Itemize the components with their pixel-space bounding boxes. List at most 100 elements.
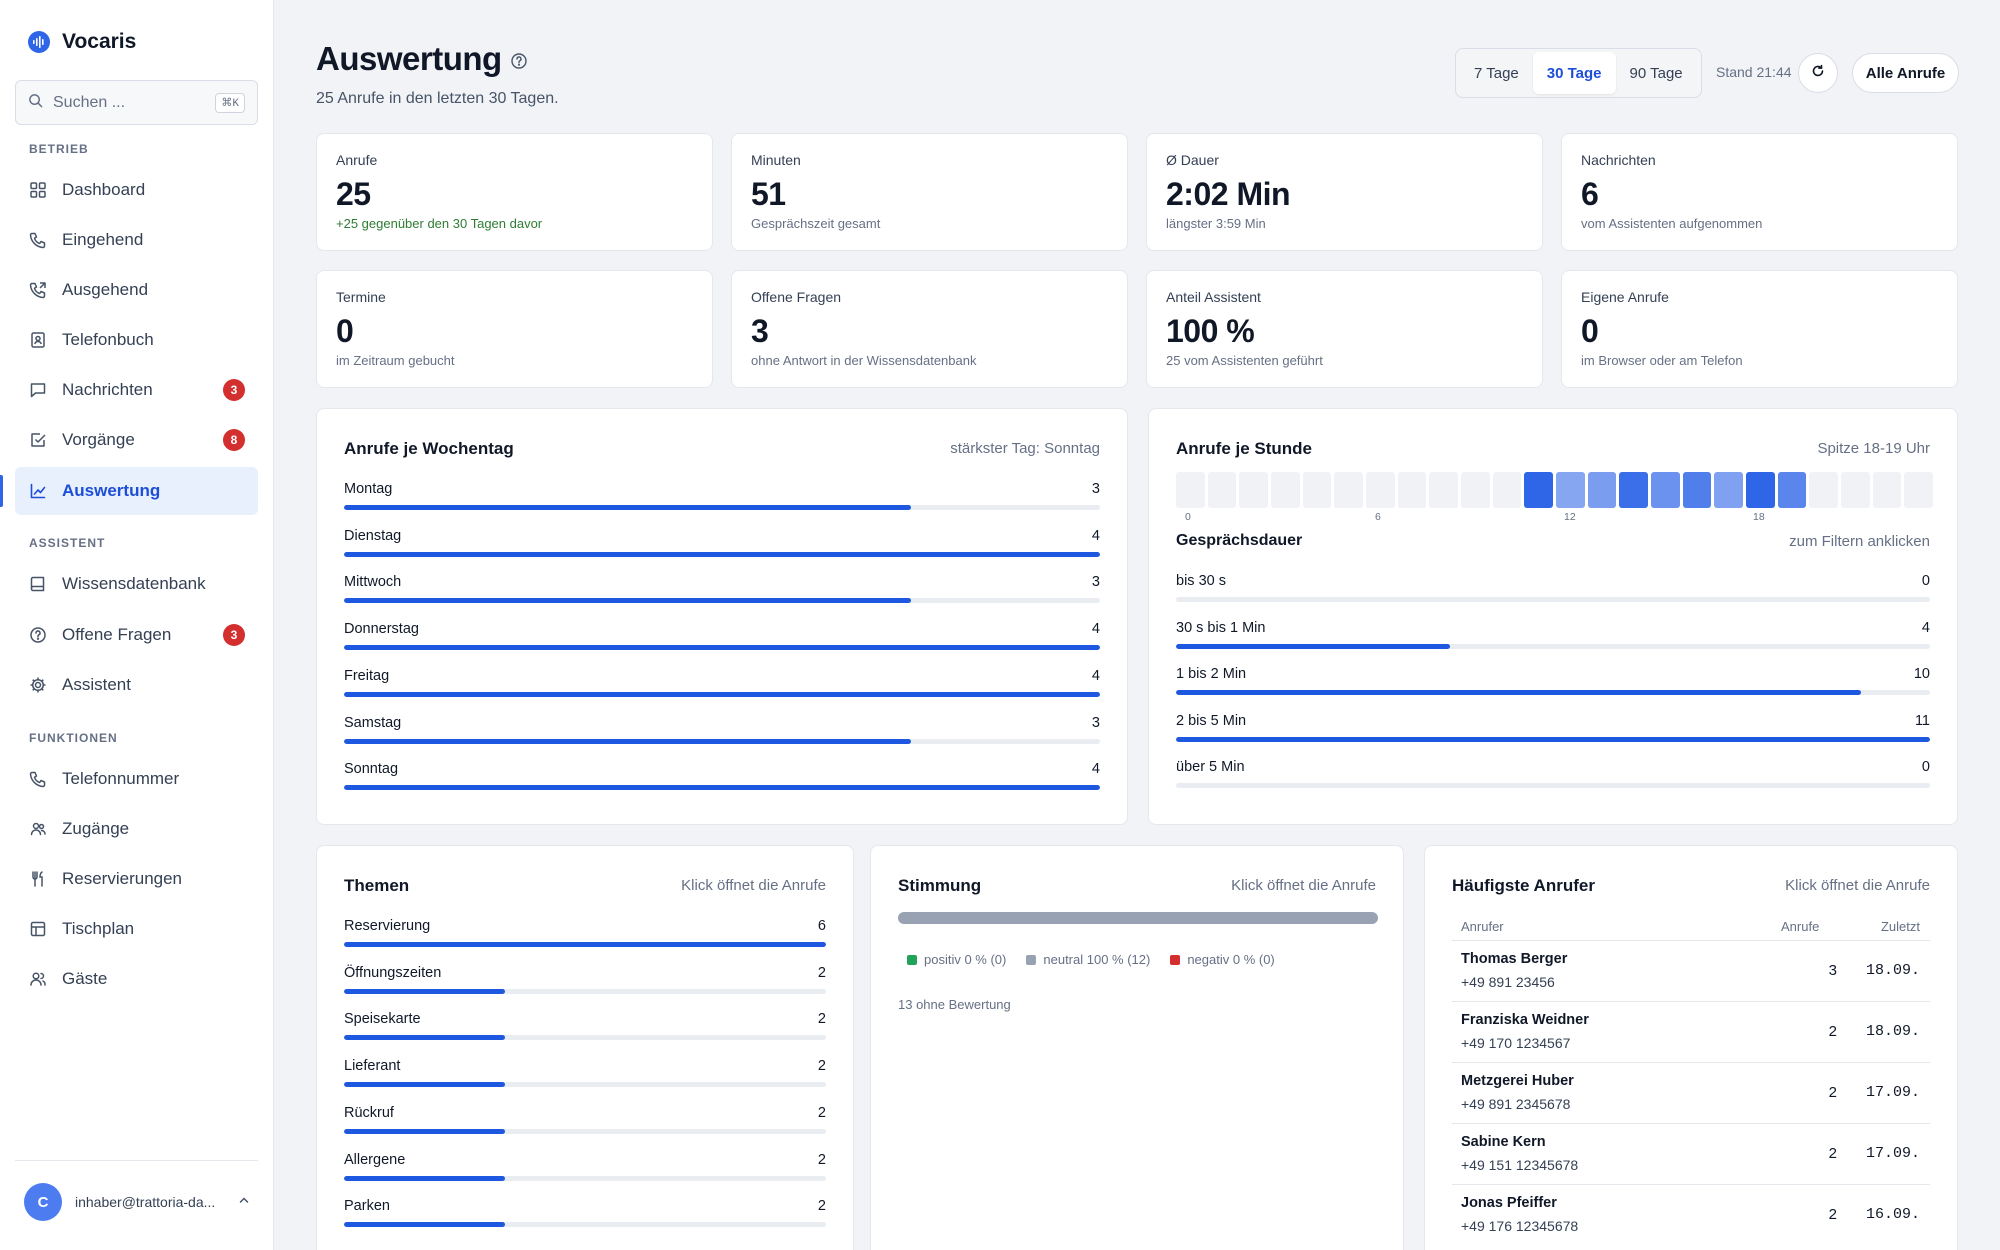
kpi-card-termine[interactable]: Termine 0 im Zeitraum gebucht [316, 270, 713, 388]
kpi-card-minuten[interactable]: Minuten 51 Gesprächszeit gesamt [731, 133, 1128, 251]
weekday-row[interactable]: Samstag 3 [344, 715, 1100, 761]
duration-row[interactable]: bis 30 s 0 [1176, 573, 1930, 619]
hour-cell-13[interactable] [1587, 472, 1617, 508]
hour-cell-7[interactable] [1397, 472, 1427, 508]
hour-cell-0[interactable] [1176, 472, 1205, 508]
range-30-days[interactable]: 30 Tage [1532, 52, 1616, 94]
bar-fill [344, 1222, 505, 1228]
hour-cell-3[interactable] [1271, 472, 1300, 508]
kpi-card-anrufe[interactable]: Anrufe 25 +25 gegenüber den 30 Tagen dav… [316, 133, 713, 251]
hour-cell-11[interactable] [1524, 472, 1554, 508]
search-input[interactable]: Suchen ... ⌘K [15, 80, 258, 125]
sidebar-item-eingehend[interactable]: Eingehend [15, 216, 258, 264]
hour-cell-12[interactable] [1556, 472, 1585, 508]
mood-bar[interactable] [898, 912, 1378, 924]
duration-row[interactable]: 2 bis 5 Min 11 [1176, 713, 1930, 759]
hour-cell-23[interactable] [1904, 472, 1934, 508]
sidebar-item-vorgaenge[interactable]: Vorgänge 8 [15, 416, 258, 464]
sidebar-item-auswertung[interactable]: Auswertung [15, 467, 258, 515]
all-calls-button[interactable]: Alle Anrufe [1852, 53, 1959, 93]
topic-row[interactable]: Lieferant 2 [344, 1058, 826, 1104]
sidebar-item-wissensdatenbank[interactable]: Wissensdatenbank [15, 560, 258, 608]
hour-cell-4[interactable] [1302, 472, 1332, 508]
hour-cell-1[interactable] [1207, 472, 1237, 508]
legend-negative[interactable]: negativ 0 % (0) [1170, 952, 1275, 967]
sidebar-item-offene-fragen[interactable]: Offene Fragen 3 [15, 611, 258, 659]
sidebar-item-assistent[interactable]: Assistent [15, 661, 258, 709]
weekday-row[interactable]: Donnerstag 4 [344, 621, 1100, 667]
kpi-card-anteil-assistent[interactable]: Anteil Assistent 100 % 25 vom Assistente… [1146, 270, 1543, 388]
range-90-days[interactable]: 90 Tage [1629, 64, 1683, 82]
caller-calls: 2 [1828, 1206, 1837, 1223]
kpi-card-nachrichten[interactable]: Nachrichten 6 vom Assistenten aufgenomme… [1561, 133, 1958, 251]
kpi-card-eigene-anrufe[interactable]: Eigene Anrufe 0 im Browser oder am Telef… [1561, 270, 1958, 388]
hour-cell-17[interactable] [1714, 472, 1744, 508]
hour-cell-18[interactable] [1746, 472, 1775, 508]
hour-cell-10[interactable] [1492, 472, 1522, 508]
weekday-row[interactable]: Dienstag 4 [344, 528, 1100, 574]
sidebar-item-reservierungen[interactable]: Reservierungen [15, 855, 258, 903]
hour-cell-20[interactable] [1809, 472, 1839, 508]
panel-hint: stärkster Tag: Sonntag [950, 440, 1100, 457]
kpi-card-offene-fragen[interactable]: Offene Fragen 3 ohne Antwort in der Wiss… [731, 270, 1128, 388]
kpi-sub: ohne Antwort in der Wissensdatenbank [751, 353, 977, 368]
weekday-row[interactable]: Freitag 4 [344, 668, 1100, 714]
sidebar-item-telefonnummer[interactable]: Telefonnummer [15, 755, 258, 803]
topic-row[interactable]: Reservierung 6 [344, 918, 826, 964]
sidebar-item-label: Assistent [62, 675, 131, 694]
help-icon[interactable] [510, 52, 528, 75]
hour-cell-14[interactable] [1619, 472, 1649, 508]
table-row[interactable]: Thomas Berger +49 891 23456 3 18.09. [1452, 940, 1930, 1001]
brand[interactable]: Vocaris [28, 30, 136, 54]
table-row[interactable]: Sabine Kern +49 151 12345678 2 17.09. [1452, 1123, 1930, 1184]
kpi-card-dauer[interactable]: Ø Dauer 2:02 Min längster 3:59 Min [1146, 133, 1543, 251]
topic-row[interactable]: Allergene 2 [344, 1152, 826, 1198]
topic-row[interactable]: Rückruf 2 [344, 1105, 826, 1151]
kpi-value: 51 [751, 176, 786, 212]
legend-positive[interactable]: positiv 0 % (0) [907, 952, 1006, 967]
hour-cell-6[interactable] [1366, 472, 1395, 508]
bar-label: Samstag [344, 714, 402, 731]
hour-cell-2[interactable] [1239, 472, 1269, 508]
topic-row[interactable]: Speisekarte 2 [344, 1011, 826, 1057]
bar-fill [1176, 643, 1451, 649]
sidebar-item-zugaenge[interactable]: Zugänge [15, 805, 258, 853]
hour-cell-5[interactable] [1334, 472, 1364, 508]
hour-cell-9[interactable] [1461, 472, 1490, 508]
table-row[interactable]: Jonas Pfeiffer +49 176 12345678 2 16.09. [1452, 1184, 1930, 1245]
bar-track [1176, 643, 1930, 649]
user-menu[interactable]: C inhaber@trattoria-da... [24, 1183, 250, 1221]
refresh-icon [1811, 64, 1825, 83]
neutral-swatch [1026, 954, 1037, 965]
legend-neutral[interactable]: neutral 100 % (12) [1026, 952, 1150, 967]
hour-cell-15[interactable] [1651, 472, 1680, 508]
topic-row[interactable]: Parken 2 [344, 1198, 826, 1244]
sidebar-item-nachrichten[interactable]: Nachrichten 3 [15, 366, 258, 414]
weekday-row[interactable]: Sonntag 4 [344, 761, 1100, 807]
sidebar-item-telefonbuch[interactable]: Telefonbuch [15, 316, 258, 364]
bar-value: 2 [817, 1011, 826, 1028]
table-row[interactable]: Franziska Weidner +49 170 1234567 2 18.09. [1452, 1001, 1930, 1062]
bar-label: 30 s bis 1 Min [1176, 619, 1266, 636]
duration-row[interactable]: über 5 Min 0 [1176, 759, 1930, 805]
table-row[interactable]: Metzgerei Huber +49 891 2345678 2 17.09. [1452, 1062, 1930, 1123]
duration-row[interactable]: 1 bis 2 Min 10 [1176, 666, 1930, 712]
refresh-button[interactable] [1798, 53, 1838, 93]
topic-row[interactable]: Öffnungszeiten 2 [344, 965, 826, 1011]
bar-label: 2 bis 5 Min [1176, 712, 1247, 729]
sidebar-item-dashboard[interactable]: Dashboard [15, 166, 258, 214]
sidebar-item-gaeste[interactable]: Gäste [15, 955, 258, 1003]
duration-row[interactable]: 30 s bis 1 Min 4 [1176, 620, 1930, 666]
range-7-days[interactable]: 7 Tage [1474, 64, 1519, 82]
weekday-row[interactable]: Mittwoch 3 [344, 574, 1100, 620]
sidebar-item-tischplan[interactable]: Tischplan [15, 905, 258, 953]
sidebar-item-ausgehend[interactable]: Ausgehend [15, 266, 258, 314]
hour-cell-21[interactable] [1841, 472, 1870, 508]
sidebar-item-label: Offene Fragen [62, 625, 172, 644]
hour-cell-16[interactable] [1682, 472, 1712, 508]
bar-track [344, 598, 1100, 604]
hour-cell-19[interactable] [1777, 472, 1807, 508]
hour-cell-22[interactable] [1872, 472, 1902, 508]
hour-cell-8[interactable] [1429, 472, 1459, 508]
weekday-row[interactable]: Montag 3 [344, 481, 1100, 527]
